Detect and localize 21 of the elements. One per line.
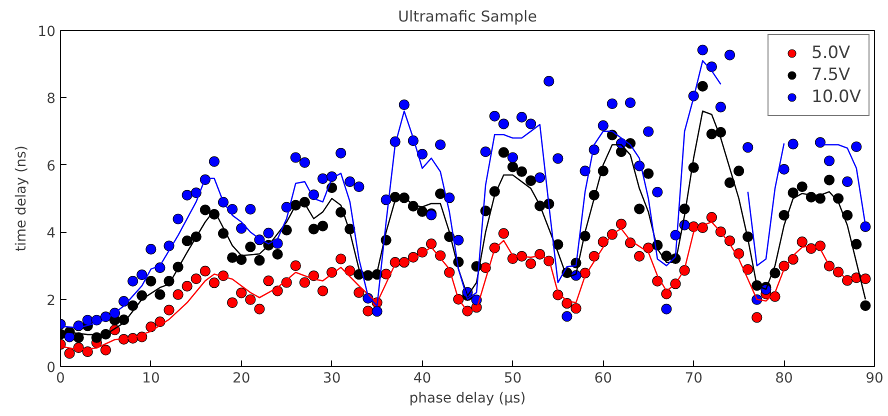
x-tick-label: 80 xyxy=(775,370,793,386)
x-axis-title: phase delay (μs) xyxy=(409,390,526,406)
x-tick-label: 10 xyxy=(142,370,160,386)
y-tick-label: 2 xyxy=(46,292,56,309)
legend-label: 7.5V xyxy=(812,65,850,85)
y-tick-label: 6 xyxy=(46,158,56,174)
legend-label: 10.0V xyxy=(812,87,861,107)
y-tick-label: 8 xyxy=(46,91,56,108)
x-tick-label: 50 xyxy=(504,370,522,386)
x-tick-label: 60 xyxy=(594,370,612,386)
x-tick-label: 40 xyxy=(413,370,432,386)
y-tick-label: 0 xyxy=(46,360,56,376)
y-tick-label: 10 xyxy=(38,24,56,40)
legend-label: 5.0V xyxy=(812,43,850,63)
chart-title: Ultramafic Sample xyxy=(398,8,537,26)
y-tick-label: 4 xyxy=(46,226,56,242)
x-tick-label: 30 xyxy=(322,370,341,386)
x-tick-label: 70 xyxy=(684,370,703,386)
y-axis-title: time delay (ns) xyxy=(14,146,30,252)
x-tick-label: 90 xyxy=(866,370,884,386)
x-tick-label: 20 xyxy=(232,370,250,386)
